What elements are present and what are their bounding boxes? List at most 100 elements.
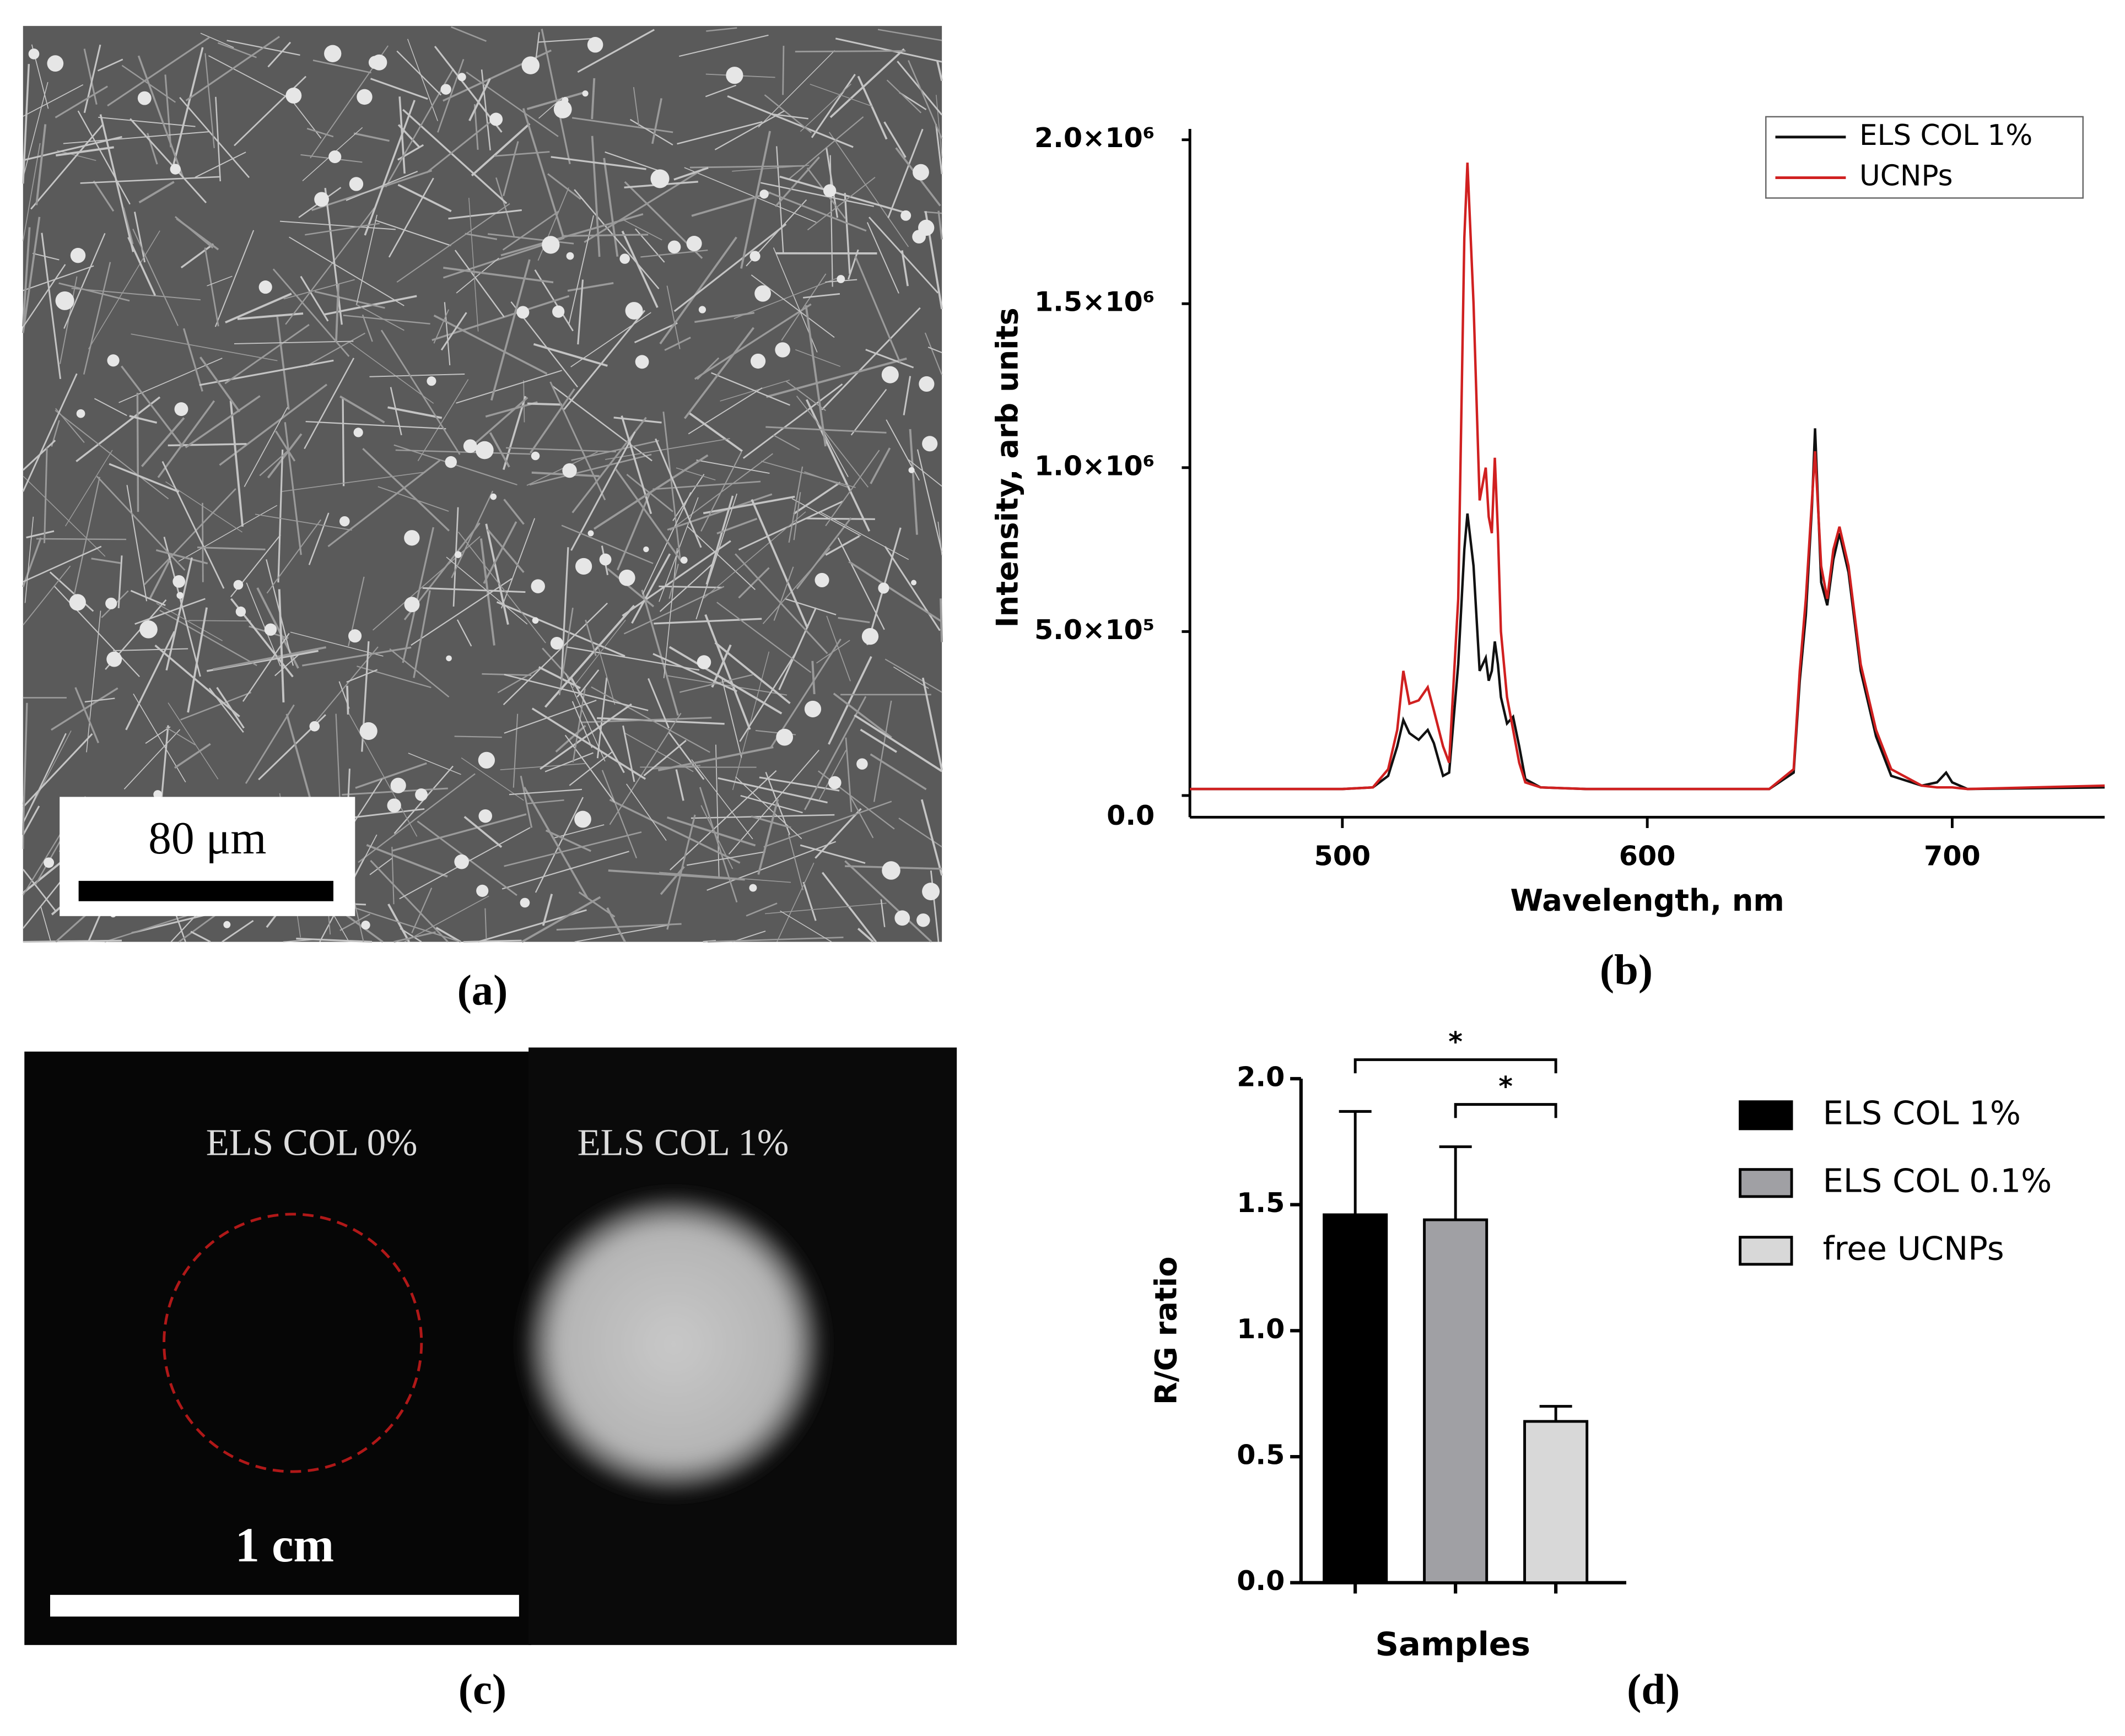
fiber bbox=[764, 94, 812, 133]
fiber bbox=[174, 743, 211, 769]
fiber bbox=[35, 124, 47, 205]
fiber bbox=[677, 121, 763, 145]
fiber bbox=[577, 279, 584, 345]
fiber bbox=[245, 704, 295, 784]
fiber bbox=[597, 644, 616, 705]
particle bbox=[357, 89, 373, 105]
particle bbox=[44, 857, 55, 868]
fiber bbox=[22, 537, 42, 587]
fiber bbox=[121, 365, 184, 447]
fiber bbox=[30, 124, 104, 210]
fiber bbox=[338, 681, 350, 709]
particle bbox=[918, 219, 935, 236]
fiber bbox=[739, 652, 797, 742]
fiber bbox=[353, 132, 390, 142]
fiber bbox=[259, 447, 292, 477]
fiber bbox=[179, 97, 250, 179]
fiber bbox=[576, 669, 600, 698]
particle bbox=[754, 285, 771, 302]
fiber bbox=[654, 618, 762, 625]
particle bbox=[349, 177, 364, 191]
fiber bbox=[570, 312, 651, 367]
fiber bbox=[21, 227, 31, 327]
fiber bbox=[155, 549, 208, 565]
fiber bbox=[397, 183, 452, 213]
fiber bbox=[195, 152, 246, 178]
fiber bbox=[935, 124, 943, 175]
fiber bbox=[71, 288, 201, 301]
fiber bbox=[828, 656, 872, 745]
particle bbox=[532, 617, 539, 624]
fiber bbox=[607, 567, 655, 608]
fiber bbox=[810, 84, 873, 107]
fiber bbox=[571, 619, 626, 689]
fiber bbox=[703, 511, 806, 599]
particle bbox=[635, 355, 649, 369]
fiber bbox=[822, 431, 849, 478]
fiber bbox=[63, 131, 210, 144]
significance-bracket bbox=[1454, 1103, 1557, 1118]
fiber bbox=[597, 717, 725, 725]
fiber bbox=[53, 585, 140, 678]
fiber bbox=[574, 923, 672, 943]
fiber bbox=[811, 661, 816, 695]
fiber bbox=[572, 688, 586, 762]
fiber bbox=[396, 203, 510, 283]
fiber bbox=[666, 675, 788, 696]
fiber bbox=[751, 499, 809, 629]
fiber bbox=[71, 477, 100, 605]
fiber bbox=[860, 728, 897, 753]
fiber bbox=[485, 523, 509, 625]
fiber bbox=[435, 927, 461, 943]
scale-bar-label: 80 μm bbox=[148, 813, 266, 864]
fiber bbox=[920, 799, 943, 876]
particle bbox=[911, 580, 917, 586]
particle bbox=[170, 164, 181, 175]
fiber bbox=[489, 432, 510, 468]
fiber bbox=[788, 834, 804, 890]
fiber bbox=[648, 678, 670, 729]
fiber bbox=[402, 527, 434, 663]
fiber bbox=[668, 732, 705, 780]
fiber bbox=[272, 268, 350, 357]
fiber bbox=[740, 794, 803, 814]
fiber bbox=[500, 213, 644, 257]
particle bbox=[894, 910, 910, 926]
fiber bbox=[23, 475, 106, 557]
fiber bbox=[305, 332, 366, 367]
fiber bbox=[738, 500, 843, 551]
fiber bbox=[740, 131, 772, 269]
fiber bbox=[22, 143, 41, 241]
particle bbox=[445, 456, 457, 468]
fiber bbox=[883, 121, 907, 158]
fiber bbox=[531, 707, 646, 780]
fiber bbox=[83, 44, 101, 113]
fiber bbox=[937, 210, 943, 240]
fiber bbox=[440, 312, 467, 351]
fiber bbox=[593, 454, 709, 530]
fiber bbox=[484, 908, 487, 939]
fiber bbox=[936, 95, 942, 158]
fiber bbox=[279, 220, 396, 230]
particle bbox=[137, 91, 152, 105]
legend-label: ELS COL 0.1% bbox=[1823, 1161, 2052, 1199]
fiber bbox=[821, 512, 909, 560]
panel-label: (d) bbox=[1627, 1665, 1680, 1713]
fiber bbox=[788, 116, 864, 180]
fiber bbox=[558, 607, 574, 695]
particle bbox=[55, 291, 74, 310]
y-tick-label: 1.0 bbox=[1237, 1313, 1285, 1345]
particle bbox=[404, 530, 420, 546]
fiber bbox=[505, 447, 616, 453]
fiber bbox=[91, 558, 121, 564]
fiber bbox=[123, 729, 181, 789]
fiber bbox=[355, 214, 377, 306]
fiber bbox=[380, 329, 461, 455]
particle bbox=[922, 436, 938, 452]
fiber bbox=[281, 471, 426, 493]
fiber bbox=[479, 538, 495, 646]
particle bbox=[387, 798, 401, 813]
fiber bbox=[880, 899, 886, 927]
fiber bbox=[694, 303, 812, 380]
fiber bbox=[305, 420, 446, 430]
